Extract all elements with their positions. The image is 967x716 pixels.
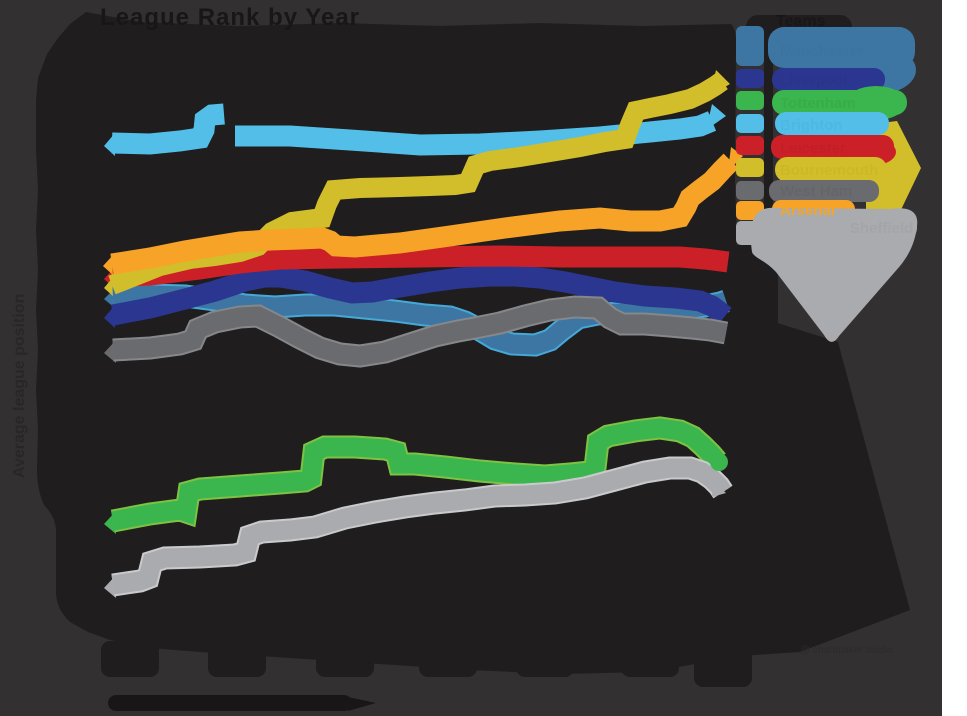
svg-text:Average league position: Average league position bbox=[11, 294, 28, 478]
svg-text:Teams: Teams bbox=[776, 13, 826, 30]
svg-text:Bournemouth: Bournemouth bbox=[780, 162, 878, 179]
svg-text:@ chartmaker studio: @ chartmaker studio bbox=[800, 645, 893, 656]
svg-text:League Rank by Year: League Rank by Year bbox=[100, 4, 360, 31]
svg-text:Arsenal: Arsenal bbox=[780, 202, 835, 219]
svg-text:West Ham: West Ham bbox=[780, 183, 852, 200]
svg-text:Liverpool: Liverpool bbox=[780, 72, 848, 89]
svg-text:Brighton: Brighton bbox=[780, 117, 842, 134]
svg-text:Sheffield: Sheffield bbox=[850, 220, 913, 237]
svg-text:Manchester: Manchester bbox=[780, 43, 864, 60]
svg-text:Leicester: Leicester bbox=[780, 140, 846, 157]
svg-text:Tottenham: Tottenham bbox=[780, 95, 856, 112]
